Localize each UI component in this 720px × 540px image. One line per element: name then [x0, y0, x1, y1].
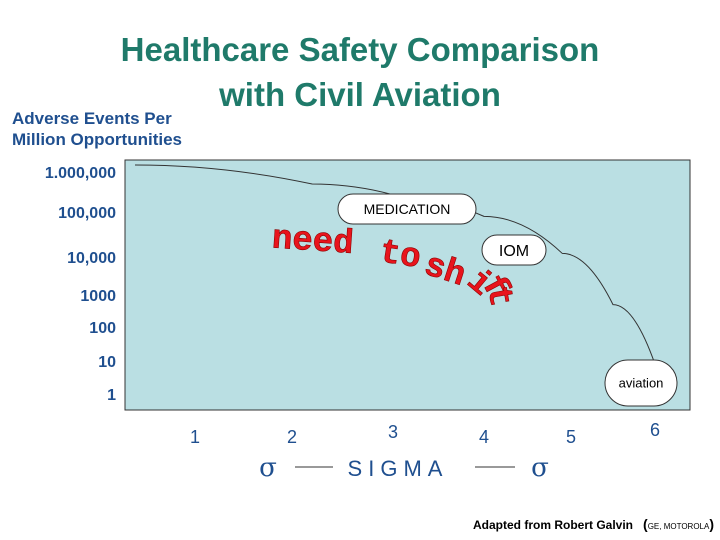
y-axis-label: Adverse Events Per Million Opportunities: [12, 108, 182, 150]
y-tick-label: 1000: [80, 288, 116, 305]
x-tick-label: 4: [479, 427, 489, 447]
x-tick-labels: 1 2 3 4 5 6: [190, 420, 660, 447]
x-tick-label: 5: [566, 427, 576, 447]
callout-bubble: [337, 193, 477, 225]
sigma-symbol-left: σ: [259, 453, 277, 483]
y-tick-label: 1.000,000: [45, 165, 116, 182]
x-tick-label: 1: [190, 427, 200, 447]
annotations: MEDICATION IOM aviation: [337, 193, 678, 407]
callout-bubble: [604, 359, 678, 407]
callout-label: MEDICATION: [364, 201, 451, 217]
y-tick-label: 100,000: [58, 205, 116, 222]
x-tick-label: 2: [287, 427, 297, 447]
x-tick-label: 3: [388, 422, 398, 442]
y-tick-label: 100: [89, 320, 116, 337]
sigma-symbol-right: σ: [531, 453, 549, 483]
callout-iom: IOM: [481, 234, 547, 266]
y-axis-label-line2: Million Opportunities: [12, 130, 182, 149]
callout-bubble: [481, 234, 547, 266]
y-tick-labels: 1.000,000 100,000 10,000 1000 100 10 1: [45, 165, 116, 404]
x-axis-label: SIGMA: [348, 456, 449, 481]
callout-aviation: aviation: [604, 359, 678, 407]
source-credit: Adapted from Robert Galvin (GE, MOTOROLA…: [473, 516, 714, 532]
y-tick-label: 10: [98, 354, 116, 371]
chart-title-line1: Healthcare Safety Comparison: [120, 31, 600, 68]
source-credit-text: Adapted from Robert Galvin: [472, 518, 633, 532]
y-tick-label: 10,000: [67, 250, 116, 267]
source-credit-org: GE, MOTOROLA: [647, 522, 710, 531]
source-credit-open-paren: (: [643, 516, 648, 532]
callout-medication: MEDICATION: [337, 193, 477, 225]
x-axis-label-group: σ SIGMA σ: [259, 453, 549, 483]
callout-label: IOM: [499, 243, 529, 260]
chart-title-line2: with Civil Aviation: [219, 76, 501, 113]
overlay-word-to: to: [377, 234, 423, 278]
source-credit-close-paren: ): [709, 516, 714, 532]
y-tick-label: 1: [107, 387, 116, 404]
plot-area: [124, 159, 691, 411]
callout-label: aviation: [619, 376, 664, 391]
x-tick-label: 6: [650, 420, 660, 440]
overlay-word-need: need: [271, 220, 355, 264]
y-axis-label-line1: Adverse Events Per: [12, 109, 172, 128]
